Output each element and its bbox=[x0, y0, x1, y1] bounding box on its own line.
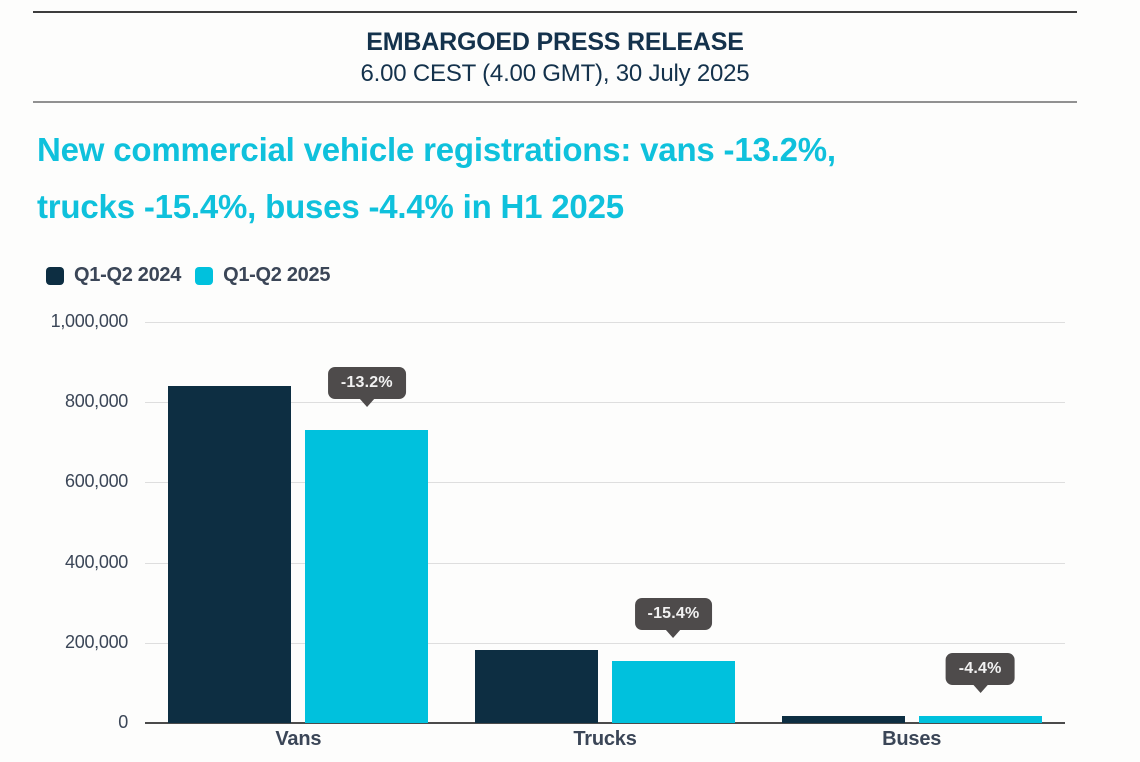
pct-change-tooltip-trucks: -15.4% bbox=[634, 598, 713, 639]
page-title-line1: New commercial vehicle registrations: va… bbox=[37, 131, 836, 168]
y-axis-label-200-000: 200,000 bbox=[65, 631, 128, 652]
y-axis-label-1-000-000: 1,000,000 bbox=[50, 311, 129, 331]
x-axis-label-vans: Vans bbox=[275, 728, 322, 750]
legend-swatch-q1-q2-2024 bbox=[46, 266, 64, 285]
header-bottom-rule bbox=[33, 101, 1077, 103]
legend-label: Q1-Q2 2025 bbox=[223, 264, 331, 286]
x-axis-label-buses: Buses bbox=[882, 728, 942, 750]
y-axis-label-800-000: 800,000 bbox=[65, 391, 128, 412]
gridline-400-000 bbox=[145, 562, 1065, 564]
bar-trucks-q1-q2-2024 bbox=[475, 650, 598, 723]
gridline-800-000 bbox=[145, 402, 1065, 404]
gridline-1-000-000 bbox=[145, 322, 1065, 323]
tooltip-arrow bbox=[358, 398, 375, 408]
embargo-header: EMBARGOED PRESS RELEASE 6.00 CEST (4.00 … bbox=[33, 27, 1077, 89]
y-axis-label-600-000: 600,000 bbox=[65, 471, 128, 492]
legend-label: Q1-Q2 2024 bbox=[74, 264, 182, 286]
bar-vans-q1-q2-2025 bbox=[305, 430, 429, 723]
header-top-rule bbox=[33, 11, 1077, 13]
pct-change-label-buses: -4.4% bbox=[945, 652, 1015, 685]
pct-change-tooltip-buses: -4.4% bbox=[945, 652, 1015, 693]
gridline-200-000 bbox=[145, 642, 1065, 644]
y-axis-label-400-000: 400,000 bbox=[65, 551, 128, 572]
bar-trucks-q1-q2-2025 bbox=[612, 661, 735, 723]
chart-legend: Q1-Q2 2024 Q1-Q2 2025 bbox=[46, 264, 330, 287]
legend-swatch-q1-q2-2025 bbox=[195, 266, 214, 285]
embargo-title: EMBARGOED PRESS RELEASE bbox=[366, 28, 744, 56]
pct-change-label-trucks: -15.4% bbox=[634, 598, 713, 631]
embargo-datetime: 6.00 CEST (4.00 GMT), 30 July 2025 bbox=[360, 60, 750, 87]
legend-item-q1-q2-2024: Q1-Q2 2024 bbox=[46, 264, 181, 287]
tooltip-arrow bbox=[665, 629, 682, 639]
y-axis-label-0: 0 bbox=[118, 712, 128, 732]
page-title: New commercial vehicle registrations: va… bbox=[37, 121, 1107, 235]
legend-item-q1-q2-2025: Q1-Q2 2025 bbox=[195, 264, 330, 287]
bar-buses-q1-q2-2024 bbox=[781, 715, 905, 723]
bar-buses-q1-q2-2025 bbox=[918, 715, 1042, 723]
x-axis-label-trucks: Trucks bbox=[573, 728, 637, 750]
x-axis-line bbox=[145, 722, 1065, 724]
page-title-line2: trucks -15.4%, buses -4.4% in H1 2025 bbox=[37, 188, 624, 225]
tooltip-arrow bbox=[972, 683, 989, 693]
pct-change-label-vans: -13.2% bbox=[327, 367, 406, 400]
pct-change-tooltip-vans: -13.2% bbox=[327, 367, 406, 408]
bar-vans-q1-q2-2024 bbox=[168, 386, 292, 723]
gridline-600-000 bbox=[145, 482, 1065, 484]
